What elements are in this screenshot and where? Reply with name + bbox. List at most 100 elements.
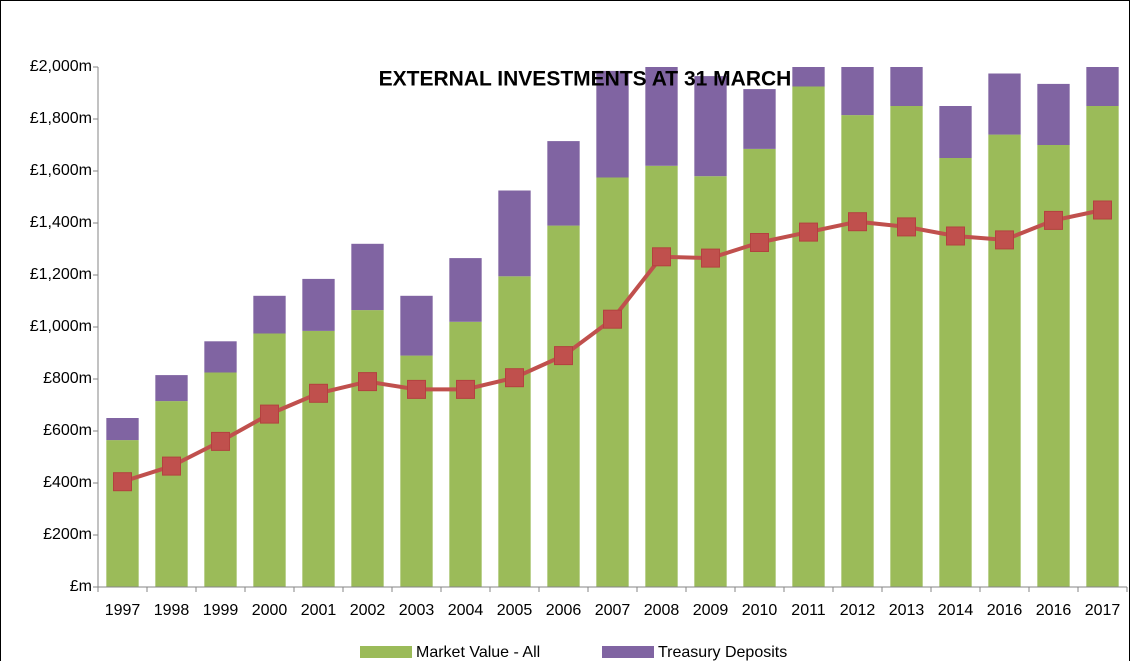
x-tick-label: 1998 [154, 602, 190, 619]
bar [645, 67, 678, 166]
x-tick-label: 2004 [448, 602, 484, 619]
y-tick-label: £1,200m [30, 266, 92, 283]
bar [596, 70, 629, 178]
line-marker [554, 346, 573, 366]
x-tick-label: 2009 [693, 602, 729, 619]
x-tick-label: 2016 [1036, 602, 1072, 619]
line-marker [1093, 200, 1112, 220]
x-tick-label: 2016 [987, 602, 1023, 619]
bar [302, 278, 335, 331]
bar [694, 76, 727, 177]
line-marker [848, 212, 867, 232]
x-tick-label: 2007 [595, 602, 631, 619]
x-tick-label: 2010 [742, 602, 778, 619]
line-marker [1044, 210, 1063, 230]
x-tick-label: 2000 [252, 602, 288, 619]
x-tick-label: 2001 [301, 602, 337, 619]
legend-label: Treasury Deposits [658, 644, 787, 661]
bar [449, 321, 482, 587]
line-marker [701, 248, 720, 268]
line-marker [897, 217, 916, 237]
bar [253, 333, 286, 587]
line-marker [505, 368, 524, 388]
bar [106, 440, 139, 587]
line-marker [407, 379, 426, 399]
plot-area [106, 67, 1119, 588]
bar [449, 258, 482, 322]
line-marker [603, 309, 622, 329]
x-tick-label: 2006 [546, 602, 582, 619]
y-tick-label: £1,400m [30, 214, 92, 231]
line-marker [162, 456, 181, 476]
line-marker [260, 404, 279, 424]
x-tick-label: 2008 [644, 602, 680, 619]
x-tick-label: 2011 [791, 602, 826, 619]
line-marker [456, 379, 475, 399]
bar [351, 243, 384, 311]
bar [302, 330, 335, 587]
bar [547, 225, 580, 587]
bar [400, 295, 433, 356]
bar [204, 372, 237, 587]
bar [1086, 106, 1119, 587]
line-marker [211, 431, 230, 451]
y-tick-label: £400m [43, 474, 92, 491]
bar [351, 310, 384, 587]
bar [596, 177, 629, 587]
bar [204, 341, 237, 373]
x-tick-label: 2013 [889, 602, 925, 619]
line-marker [309, 383, 328, 403]
bar [498, 276, 531, 587]
bar [743, 148, 776, 587]
line-marker [750, 233, 769, 252]
line-marker [995, 230, 1014, 250]
bar [498, 190, 531, 277]
chart-title: EXTERNAL INVESTMENTS AT 31 MARCH [379, 68, 792, 91]
bar [841, 115, 874, 587]
bar [743, 89, 776, 149]
x-tick-label: 2005 [497, 602, 533, 619]
y-tick-label: £600m [43, 422, 92, 439]
y-tick-label: £1,600m [30, 162, 92, 179]
y-tick-label: £2,000m [30, 58, 92, 75]
bar [694, 176, 727, 587]
y-tick-label: £m [70, 578, 92, 595]
bar [645, 165, 678, 588]
bar [155, 375, 188, 402]
x-tick-label: 2012 [840, 602, 876, 619]
x-tick-label: 2002 [350, 602, 386, 619]
bar [253, 295, 286, 334]
legend-swatch [360, 646, 412, 658]
bar [890, 106, 923, 587]
bar [890, 67, 923, 106]
x-tick-label: 1999 [203, 602, 239, 619]
y-tick-label: £1,800m [30, 110, 92, 127]
bar [988, 134, 1021, 587]
bar [155, 401, 188, 587]
y-tick-label: £200m [43, 526, 92, 543]
bar [106, 418, 139, 441]
x-tick-label: 2017 [1085, 602, 1121, 619]
x-tick-label: 2014 [938, 602, 974, 619]
x-tick-label: 1997 [105, 602, 141, 619]
line-marker [652, 247, 671, 267]
legend-swatch [602, 646, 654, 658]
y-tick-label: £800m [43, 370, 92, 387]
legend-label: Market Value - All [416, 644, 540, 661]
bar [939, 106, 972, 158]
line-marker [799, 222, 818, 242]
bar [939, 158, 972, 587]
line-marker [358, 372, 377, 392]
bar [1037, 83, 1070, 145]
x-tick-label: 2003 [399, 602, 435, 619]
bar [547, 141, 580, 226]
line-marker [946, 226, 965, 246]
bar [792, 67, 825, 87]
bar [988, 73, 1021, 135]
bar [792, 86, 825, 587]
line-marker [113, 472, 132, 492]
bar [841, 67, 874, 116]
y-tick-label: £1,000m [30, 318, 92, 335]
bar [1086, 67, 1119, 106]
